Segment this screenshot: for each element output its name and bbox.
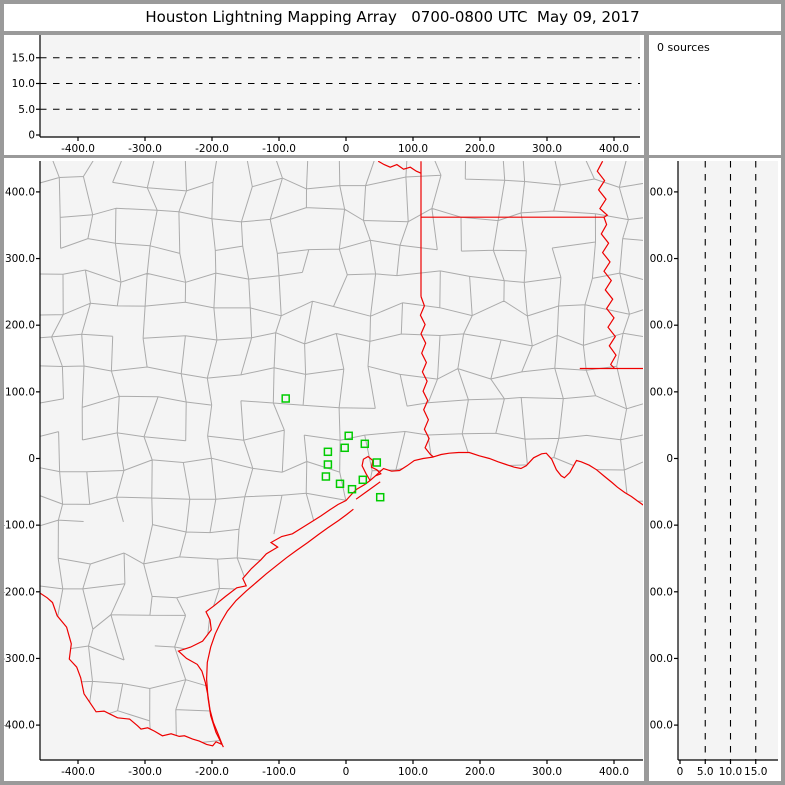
lma-station-marker: [360, 439, 370, 449]
y-tick-label: -400.0: [649, 720, 673, 732]
lma-station-marker: [323, 460, 333, 469]
y-tick-label: 0: [666, 453, 673, 465]
x-tick-label: -100.0: [262, 766, 296, 778]
y-tick-label: -100.0: [4, 520, 35, 532]
y-tick-label: 300.0: [5, 253, 35, 265]
x-tick-label: -300.0: [128, 766, 162, 778]
lma-station-marker: [358, 475, 368, 485]
x-tick-label: 200.0: [465, 766, 495, 778]
plan-view-map-body: [40, 161, 643, 760]
y-tick-label: 100.0: [5, 386, 35, 398]
y-tick-label: 200.0: [649, 320, 673, 332]
x-tick-label: 400.0: [599, 143, 629, 155]
mississippi-river-border: [596, 161, 617, 369]
y-tick-label: 5.0: [18, 104, 35, 116]
y-tick-label: -200.0: [649, 586, 673, 598]
lma-station-marker: [321, 472, 331, 481]
sources-count-label: 0 sources: [657, 41, 710, 54]
y-tick-label: 0: [28, 130, 35, 142]
x-tick-label: -200.0: [195, 143, 229, 155]
x-tick-label: 400.0: [599, 766, 629, 778]
x-tick-label: 0: [343, 143, 350, 155]
lma-station-marker: [340, 443, 349, 453]
x-tick-label: 100.0: [398, 766, 428, 778]
lma-station-marker: [335, 479, 345, 489]
rio-grande-border: [40, 592, 223, 747]
lma-station-marker: [347, 484, 357, 494]
y-tick-label: -200.0: [4, 586, 35, 598]
mexico-area: [40, 593, 223, 760]
lma-station-marker: [372, 458, 382, 467]
altitude-vs-north-south-panel: 0 5.0 10.015.0 400.0 300.0 200.0 100.0 0 -100.0 -…: [649, 158, 781, 781]
altitude-vs-north-south-chart: 0 5.0 10.015.0 400.0 300.0 200.0 100.0 0 -100.0 -…: [649, 161, 778, 778]
altitude-vs-east-west-plot-area: [40, 35, 640, 137]
x-tick-label: 100.0: [398, 143, 428, 155]
sabine-river-border: [419, 296, 435, 458]
galveston-bay: [361, 455, 382, 481]
altitude-vs-east-west-panel: -400.0 -300.0 -200.0 -100.0 0 100.0 200.0 300.0…: [4, 35, 644, 155]
lma-station-marker: [375, 492, 385, 502]
plan-view-map-chart: -400.0 -300.0 -200.0 -100.0 0 100.0 200.0 300.0…: [4, 161, 643, 778]
y-tick-label: 300.0: [649, 253, 673, 265]
map-layers: [40, 161, 643, 760]
x-tick-label: 10.0: [719, 766, 742, 778]
red-river-border: [377, 161, 422, 174]
y-tick-label: 10.0: [12, 78, 35, 90]
gulf-of-mexico-area: [178, 452, 643, 760]
x-tick-label: -200.0: [195, 766, 229, 778]
x-tick-label: 300.0: [532, 143, 562, 155]
x-tick-label: -400.0: [61, 766, 95, 778]
page-title: Houston Lightning Mapping Array 0700-080…: [4, 4, 781, 31]
sources-count-panel: 0 sources: [649, 35, 781, 155]
x-tick-label: 200.0: [465, 143, 495, 155]
lma-station-marker: [323, 447, 333, 457]
y-tick-label: 400.0: [649, 186, 673, 198]
x-tick-label: 15.0: [744, 766, 767, 778]
altitude-vs-east-west-chart: -400.0 -300.0 -200.0 -100.0 0 100.0 200.0 300.0…: [12, 35, 640, 155]
x-tick-label: -300.0: [128, 143, 162, 155]
y-tick-label: 200.0: [5, 320, 35, 332]
y-tick-label: -300.0: [649, 653, 673, 665]
x-tick-label: 0: [343, 766, 350, 778]
x-tick-label: 300.0: [532, 766, 562, 778]
x-tick-label: -100.0: [262, 143, 296, 155]
y-tick-label: -100.0: [649, 520, 673, 532]
x-tick-label: 0: [677, 766, 684, 778]
plan-view-map-panel: -400.0 -300.0 -200.0 -100.0 0 100.0 200.0 300.0…: [4, 158, 644, 781]
y-tick-label: 0: [28, 453, 35, 465]
y-tick-label: 400.0: [5, 186, 35, 198]
x-tick-label: -400.0: [61, 143, 95, 155]
y-tick-label: 100.0: [649, 386, 673, 398]
y-tick-label: -300.0: [4, 653, 35, 665]
lma-station-marker: [281, 394, 290, 403]
barrier-islands: [205, 508, 354, 748]
altitude-vs-north-south-plot-area: [678, 161, 778, 760]
y-tick-label: 15.0: [12, 52, 35, 64]
y-tick-label: -400.0: [4, 720, 35, 732]
lma-station-marker: [344, 431, 353, 441]
galveston-island: [355, 481, 381, 500]
x-tick-label: 5.0: [697, 766, 714, 778]
